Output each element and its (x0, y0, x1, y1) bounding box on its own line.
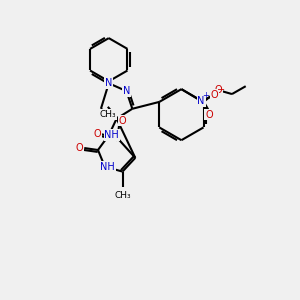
Text: N: N (123, 86, 130, 96)
Text: +: + (202, 91, 209, 100)
Text: O: O (214, 85, 222, 95)
Text: O: O (119, 116, 126, 126)
Text: O: O (205, 110, 213, 120)
Text: NH: NH (104, 130, 119, 140)
Text: N: N (105, 78, 112, 88)
Text: CH₃: CH₃ (100, 110, 116, 119)
Text: O: O (211, 90, 219, 100)
Text: CH₃: CH₃ (114, 190, 131, 200)
Text: methoxy: methoxy (82, 101, 106, 106)
Text: −: − (217, 85, 225, 95)
Text: O: O (93, 129, 101, 139)
Text: O: O (76, 143, 83, 153)
Text: N: N (197, 96, 205, 106)
Text: NH: NH (100, 162, 115, 172)
